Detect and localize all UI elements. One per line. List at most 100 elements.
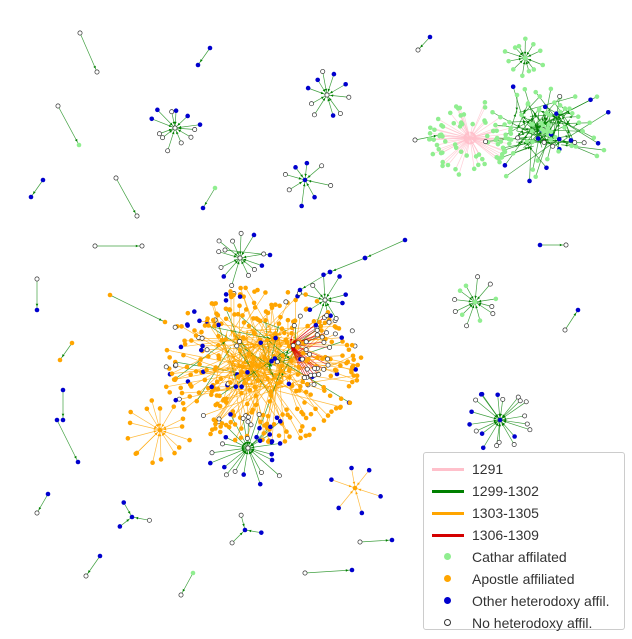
edge-arrowhead: [251, 445, 255, 449]
network-edge: [513, 57, 526, 70]
network-node: [163, 384, 169, 390]
edge-arrowhead: [88, 570, 91, 574]
network-node: [303, 433, 309, 439]
network-node: [173, 376, 179, 381]
network-node: [307, 432, 312, 438]
network-edge: [324, 299, 343, 304]
network-node: [230, 238, 236, 244]
network-node: [209, 384, 214, 390]
network-node: [219, 338, 225, 343]
network-node: [280, 412, 285, 417]
network-node: [524, 421, 530, 427]
network-edge: [304, 165, 322, 181]
edge-arrowhead: [493, 421, 497, 424]
network-node: [209, 427, 215, 432]
network-node: [276, 433, 282, 438]
network-node: [359, 510, 365, 516]
edge-arrowhead: [559, 116, 562, 120]
network-node: [540, 128, 546, 133]
network-node: [333, 406, 339, 411]
network-node: [279, 326, 285, 332]
edge-arrowhead: [243, 441, 247, 445]
network-node: [325, 356, 330, 362]
network-node: [185, 310, 191, 316]
network-edge: [304, 569, 353, 574]
network-node: [257, 438, 263, 444]
network-edge: [225, 318, 296, 373]
network-edge: [553, 111, 609, 147]
network-node: [285, 290, 291, 295]
network-node: [527, 178, 532, 184]
network-node: [554, 111, 559, 116]
edge-arrowhead: [433, 134, 437, 138]
node-layer: [28, 30, 611, 598]
network-edge: [230, 414, 249, 449]
network-node: [216, 249, 222, 255]
network-node: [544, 110, 550, 116]
edge-arrowhead: [161, 423, 165, 427]
edge-arrowhead: [503, 417, 507, 421]
edge-arrowhead: [263, 345, 266, 349]
network-node: [487, 281, 493, 287]
network-edge: [287, 355, 354, 386]
network-node: [205, 316, 210, 321]
network-node: [264, 337, 270, 343]
network-node: [514, 92, 520, 98]
network-node: [311, 112, 317, 118]
network-node: [242, 380, 247, 386]
network-node: [284, 429, 289, 434]
network-node: [523, 399, 529, 405]
edge-arrowhead: [536, 128, 540, 132]
network-node: [287, 375, 292, 380]
network-node: [217, 403, 223, 409]
network-node: [302, 177, 308, 183]
network-edge: [204, 325, 274, 340]
network-node: [502, 122, 507, 127]
edge-arrowhead: [573, 312, 577, 316]
edge-arrowhead: [174, 121, 177, 125]
network-node: [263, 318, 268, 323]
network-edge: [417, 36, 431, 51]
network-edge: [119, 516, 133, 527]
edge-arrowhead: [290, 363, 294, 366]
network-edge: [308, 87, 328, 96]
edge-arrowhead: [241, 447, 245, 451]
network-node: [229, 540, 235, 546]
network-node: [479, 391, 485, 397]
edge-arrowhead: [562, 116, 565, 120]
network-node: [245, 414, 251, 420]
network-node: [185, 113, 190, 119]
network-node: [480, 156, 485, 162]
network-node: [245, 445, 251, 451]
edge-arrowhead: [243, 450, 246, 454]
network-edge: [183, 354, 236, 375]
network-node: [282, 330, 287, 336]
network-node: [241, 472, 247, 477]
edge-arrowhead: [559, 243, 563, 247]
edge-arrowhead: [298, 177, 302, 180]
edge-arrowhead: [528, 59, 532, 62]
network-edge: [198, 359, 237, 393]
network-node: [121, 500, 127, 505]
edge-arrowhead: [420, 44, 424, 48]
network-node: [34, 276, 40, 282]
edge-arrowhead: [478, 302, 482, 305]
network-node: [256, 363, 262, 368]
network-node: [243, 307, 249, 312]
network-edge: [458, 137, 471, 175]
network-node: [207, 45, 213, 51]
network-node: [330, 113, 336, 118]
edge-arrowhead: [521, 51, 524, 55]
network-edge: [240, 515, 246, 531]
edge-arrowhead: [279, 344, 283, 348]
network-node: [77, 30, 83, 36]
network-node: [477, 318, 483, 323]
network-node: [208, 431, 213, 437]
network-node: [453, 145, 459, 151]
edge-arrowhead: [529, 147, 533, 151]
network-node: [483, 139, 489, 145]
network-node: [212, 185, 218, 191]
network-node: [75, 459, 81, 465]
network-edge: [285, 174, 306, 181]
network-edge: [218, 335, 257, 379]
